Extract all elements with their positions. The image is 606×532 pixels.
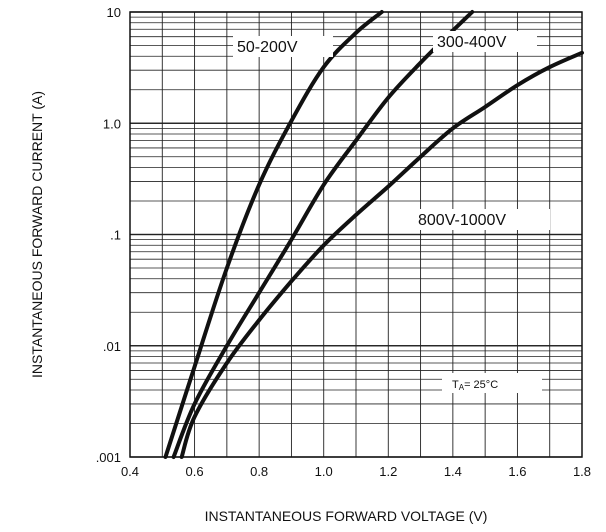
y-tick-label: .01: [103, 339, 121, 354]
curve-label: 50-200V: [237, 39, 298, 56]
x-axis-label: INSTANTANEOUS FORWARD VOLTAGE (V): [205, 508, 488, 524]
y-axis-label: INSTANTANEOUS FORWARD CURRENT (A): [29, 91, 45, 378]
curve-800v-1000v: [179, 50, 584, 459]
plot-frame: [129, 11, 583, 458]
x-tick-label: 0.8: [250, 464, 268, 479]
x-tick-label: 1.8: [573, 464, 591, 479]
temperature-label-background: [442, 373, 542, 393]
x-tick-label: 1.2: [379, 464, 397, 479]
curves: [163, 10, 584, 459]
x-tick-label: 1.0: [315, 464, 333, 479]
temperature-label: TA= 25°C: [452, 379, 498, 392]
curve-label-background: [414, 209, 550, 230]
x-tick-label: 1.6: [508, 464, 526, 479]
y-tick-label: .1: [110, 228, 121, 243]
curve-300-400v: [171, 10, 475, 459]
y-tick-label: 10: [107, 5, 121, 20]
x-tick-label: 0.4: [121, 464, 139, 479]
tick-labels: 0.4 0.6 0.8 1.0 1.2 1.4 1.6 1.8 .001 .01 .1 1.0 10: [96, 5, 591, 479]
curve-label: 800V-1000V: [418, 212, 506, 229]
labels: 50-200V 300-400V 800V-1000V TA= 25°C: [233, 31, 550, 393]
curve-label: 300-400V: [437, 34, 507, 51]
curve-label-background: [433, 31, 537, 52]
y-tick-label: 1.0: [103, 116, 121, 131]
y-tick-label: .001: [96, 450, 121, 465]
x-tick-label: 1.4: [444, 464, 462, 479]
curve-50-200v: [163, 10, 384, 459]
x-tick-label: 0.6: [186, 464, 204, 479]
curve-label-background: [233, 36, 333, 57]
